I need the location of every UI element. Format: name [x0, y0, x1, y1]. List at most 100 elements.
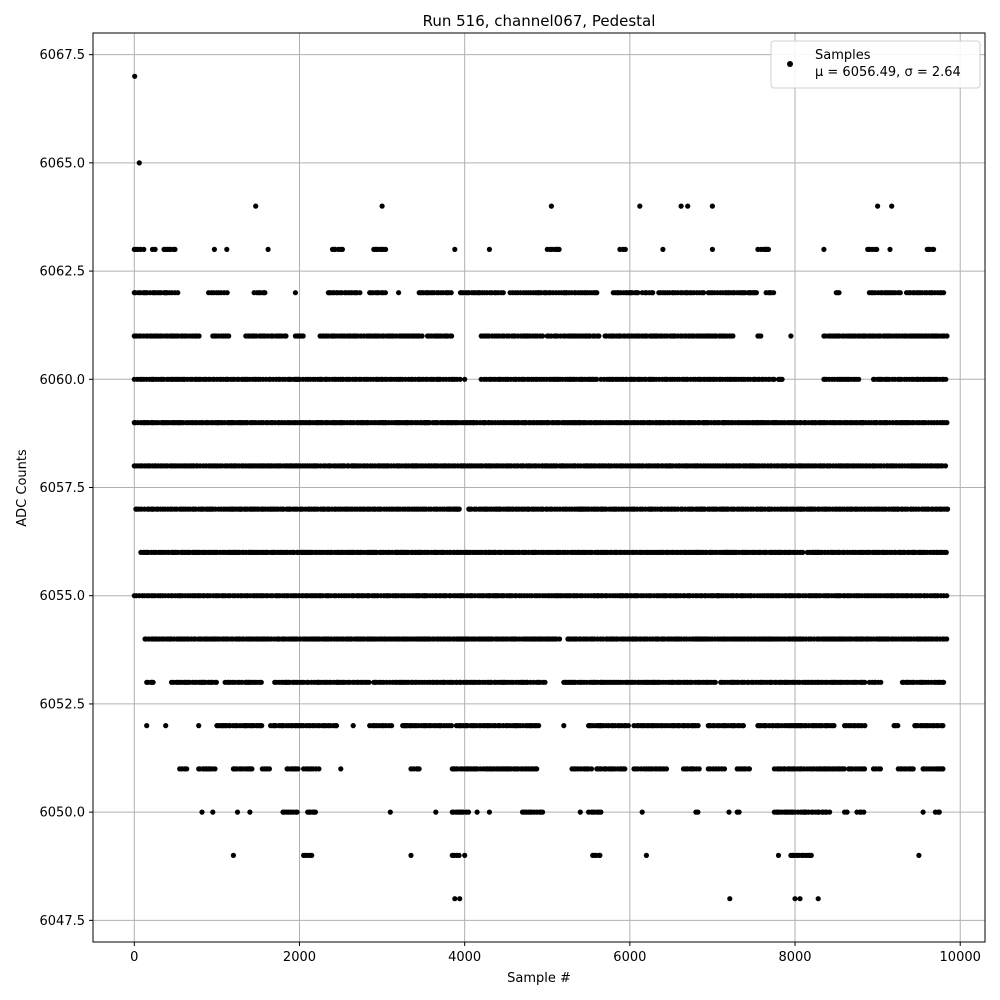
- data-point: [945, 506, 951, 512]
- data-point: [931, 246, 937, 252]
- data-point: [622, 766, 628, 772]
- data-point: [944, 593, 950, 599]
- data-point: [486, 246, 492, 252]
- data-point: [836, 290, 842, 296]
- data-point: [396, 290, 402, 296]
- legend-entry-name: Samples: [815, 48, 871, 63]
- data-point: [944, 420, 950, 426]
- data-point: [175, 290, 181, 296]
- data-point: [844, 809, 850, 815]
- data-point: [650, 290, 656, 296]
- x-tick-label: 2000: [283, 950, 316, 965]
- data-point: [382, 290, 388, 296]
- data-point: [247, 809, 253, 815]
- data-point: [788, 333, 794, 339]
- data-point: [944, 333, 950, 339]
- data-point: [448, 723, 455, 729]
- data-point: [433, 809, 439, 815]
- data-point: [639, 809, 645, 815]
- data-point: [152, 246, 158, 252]
- data-point: [827, 809, 833, 815]
- y-axis-label: ADC Counts: [15, 449, 30, 527]
- x-tick-label: 6000: [613, 950, 646, 965]
- data-point: [383, 246, 389, 252]
- data-point: [944, 636, 950, 642]
- data-point: [211, 246, 217, 252]
- data-point: [815, 896, 821, 902]
- data-point: [474, 809, 480, 815]
- legend: Samples μ = 6056.49, σ = 2.64: [770, 40, 981, 89]
- data-point: [266, 766, 272, 772]
- data-point: [726, 809, 732, 815]
- data-point: [462, 852, 468, 859]
- data-point: [800, 549, 806, 556]
- data-point: [561, 723, 567, 729]
- data-point: [775, 852, 782, 859]
- data-point: [540, 809, 546, 815]
- data-point: [448, 290, 454, 296]
- data-point: [588, 766, 595, 772]
- data-point: [300, 333, 306, 339]
- data-point: [141, 246, 147, 252]
- data-point: [709, 203, 716, 209]
- y-tick-label: 6060.0: [40, 373, 86, 388]
- data-point: [712, 679, 718, 685]
- data-point: [695, 723, 701, 729]
- x-tick-label: 10000: [940, 950, 981, 965]
- data-point: [357, 290, 363, 296]
- data-point: [878, 679, 884, 685]
- data-point: [172, 246, 178, 252]
- y-tick-label: 6047.5: [40, 914, 86, 929]
- data-point: [635, 290, 641, 296]
- data-point: [685, 203, 691, 209]
- y-tick-label: 6055.0: [40, 589, 86, 604]
- legend-box: [770, 40, 981, 89]
- data-point: [597, 852, 603, 859]
- data-point: [897, 290, 903, 296]
- data-point: [212, 766, 218, 772]
- data-point: [249, 766, 255, 772]
- data-point: [457, 896, 463, 902]
- data-point: [210, 809, 216, 815]
- data-point: [339, 246, 345, 252]
- data-point: [196, 333, 202, 339]
- data-point: [771, 376, 777, 382]
- data-point: [696, 766, 702, 772]
- data-point: [758, 333, 764, 339]
- data-point: [144, 723, 150, 729]
- data-point: [230, 852, 236, 859]
- data-point: [379, 203, 385, 209]
- data-point: [184, 766, 190, 772]
- data-point: [292, 290, 298, 296]
- data-point: [295, 766, 301, 772]
- x-axis-ticks: 0 2000 4000 6000 8000 10000: [130, 942, 981, 965]
- data-point: [940, 723, 946, 729]
- data-point: [452, 896, 458, 902]
- y-tick-label: 6050.0: [40, 806, 86, 821]
- data-point: [500, 290, 506, 296]
- data-point: [695, 809, 701, 815]
- data-point: [283, 333, 289, 339]
- data-point: [258, 679, 264, 685]
- data-point: [862, 679, 868, 685]
- data-point: [594, 290, 600, 296]
- data-point: [309, 852, 315, 859]
- data-point: [887, 246, 893, 252]
- data-point: [312, 809, 318, 815]
- data-point: [419, 333, 425, 339]
- data-point: [875, 203, 881, 209]
- data-point: [462, 376, 468, 382]
- x-axis-label: Sample #: [507, 971, 571, 986]
- data-point: [942, 463, 949, 469]
- data-point: [856, 376, 862, 382]
- data-point: [456, 852, 462, 859]
- data-point: [389, 723, 395, 729]
- data-point: [643, 852, 650, 859]
- data-point: [577, 809, 583, 815]
- data-point: [920, 809, 926, 815]
- data-point: [387, 809, 393, 815]
- data-point: [701, 290, 707, 296]
- data-point: [821, 246, 827, 252]
- y-tick-label: 6062.5: [40, 265, 86, 280]
- data-point: [452, 246, 458, 252]
